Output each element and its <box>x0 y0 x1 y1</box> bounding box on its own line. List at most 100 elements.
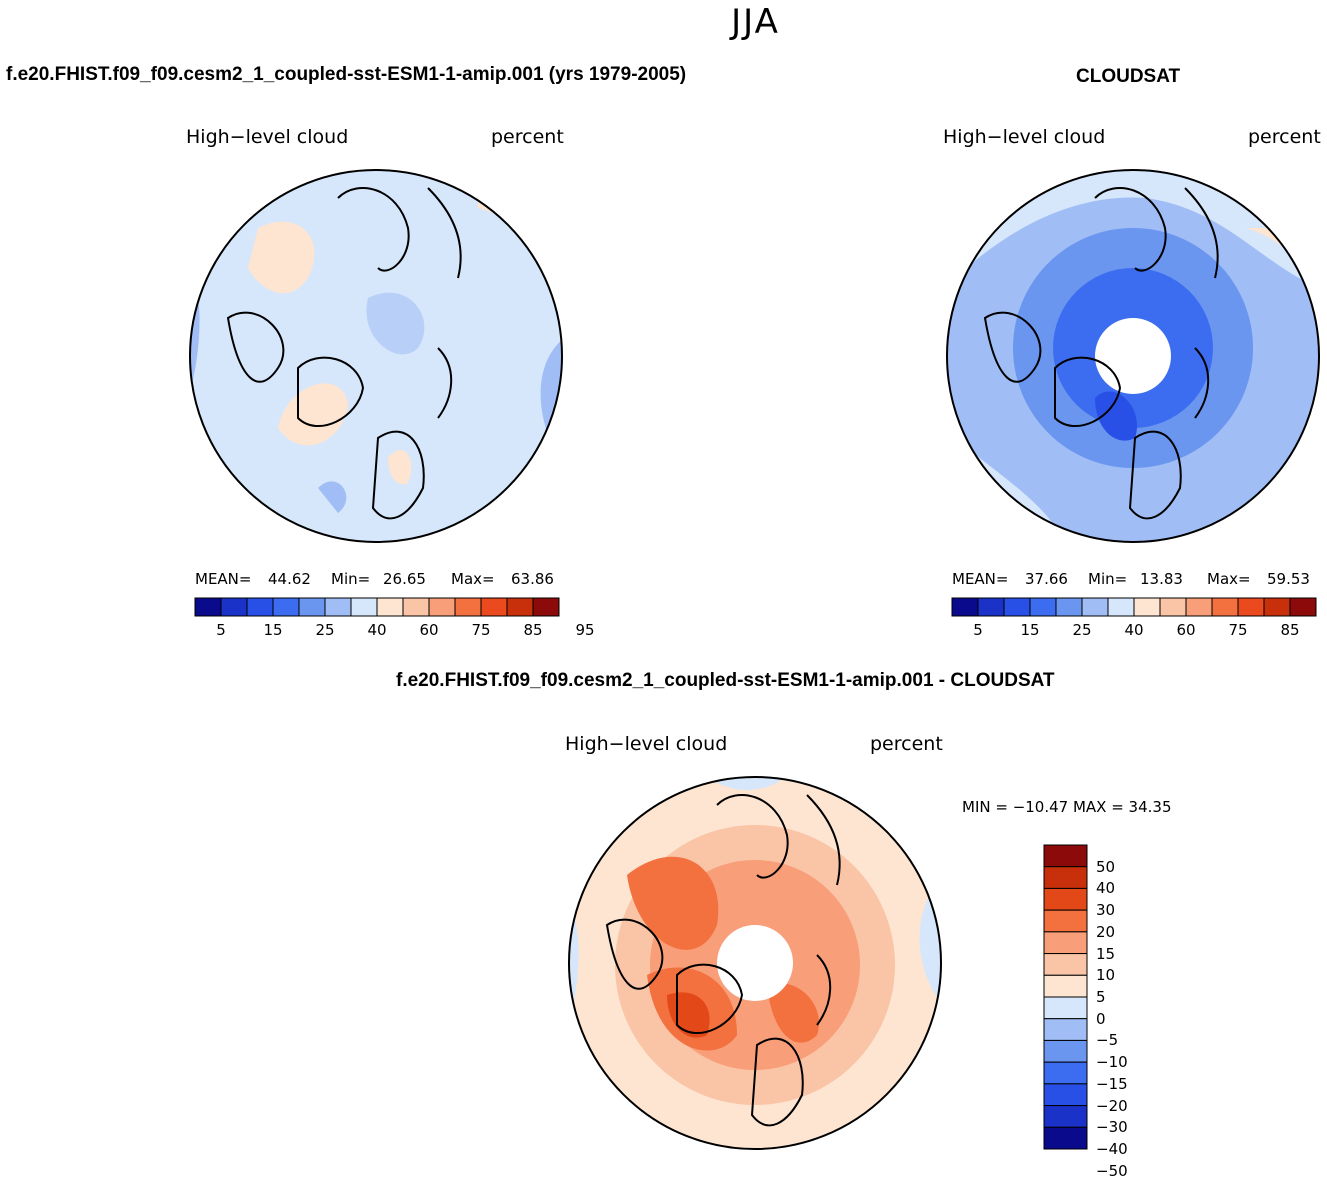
diff-panel-title: f.e20.FHIST.f09_f09.cesm2_1_coupled-sst-… <box>396 670 1055 691</box>
colorbar-tick-label: 60 <box>419 621 439 639</box>
diff-polar-map <box>568 776 942 1150</box>
colorbar-tick-label: 60 <box>1176 621 1196 639</box>
colorbar-swatch <box>402 597 430 617</box>
model-max-label: Max= <box>451 570 495 588</box>
model-panel-title: f.e20.FHIST.f09_f09.cesm2_1_coupled-sst-… <box>6 64 687 85</box>
colorbar-tick-label: −40 <box>1096 1140 1128 1158</box>
model-min-value: 26.65 <box>383 570 426 588</box>
colorbar-swatch <box>298 597 326 617</box>
colorbar-swatch <box>1211 597 1239 617</box>
obs-max-label: Max= <box>1207 570 1251 588</box>
colorbar-swatch <box>951 597 979 617</box>
colorbar-swatch <box>1055 597 1083 617</box>
obs-mean-label: MEAN= <box>952 570 1009 588</box>
colorbar-swatch <box>1043 1039 1088 1063</box>
colorbar-tick-label: 15 <box>1096 944 1116 963</box>
colorbar-tick-label: 40 <box>367 621 387 639</box>
diff-minmax-text: MIN = −10.47 MAX = 34.35 <box>962 798 1172 816</box>
colorbar-swatch <box>1107 597 1135 617</box>
colorbar-swatch <box>246 597 274 617</box>
obs-polar-map <box>946 169 1320 543</box>
colorbar-tick-label: 10 <box>1096 966 1116 985</box>
season-title: JJA <box>731 2 780 42</box>
colorbar-swatch <box>1043 909 1088 933</box>
colorbar-swatch <box>977 597 1005 617</box>
colorbar-swatch <box>1003 597 1031 617</box>
colorbar-tick-label: −15 <box>1096 1074 1128 1093</box>
colorbar-tick-label: 0 <box>1096 1009 1106 1028</box>
colorbar-tick-label: 15 <box>1020 621 1040 639</box>
colorbar-tick-label: 30 <box>1096 901 1116 920</box>
colorbar-swatch <box>350 597 378 617</box>
model-mean-value: 44.62 <box>268 570 311 588</box>
obs-min-value: 13.83 <box>1140 570 1183 588</box>
colorbar-swatch <box>324 597 352 617</box>
colorbar-swatch <box>1133 597 1161 617</box>
colorbar-swatch <box>428 597 456 617</box>
colorbar-swatch <box>1043 974 1088 998</box>
diff-variable-label: High−level cloud <box>565 733 728 755</box>
colorbar-tick-label: 75 <box>471 621 491 639</box>
colorbar-swatch <box>454 597 482 617</box>
colorbar-tick-label: 40 <box>1124 621 1144 639</box>
obs-variable-label: High−level cloud <box>943 126 1106 148</box>
model-colorbar <box>194 597 560 617</box>
colorbar-swatch <box>1043 1126 1088 1150</box>
colorbar-swatch <box>1263 597 1291 617</box>
colorbar-swatch <box>506 597 534 617</box>
colorbar-swatch <box>1043 1061 1088 1085</box>
colorbar-swatch <box>1043 931 1088 955</box>
colorbar-swatch <box>272 597 300 617</box>
model-polar-map <box>189 169 563 543</box>
colorbar-swatch <box>1043 953 1088 976</box>
colorbar-swatch <box>376 597 404 617</box>
obs-max-value: 59.53 <box>1267 570 1310 588</box>
obs-units-label: percent <box>1248 126 1321 148</box>
colorbar-tick-label: 20 <box>1096 922 1116 941</box>
colorbar-tick-label: −30 <box>1096 1118 1128 1137</box>
colorbar-swatch <box>194 597 222 617</box>
obs-mean-value: 37.66 <box>1025 570 1068 588</box>
colorbar-tick-label: 85 <box>523 621 543 639</box>
colorbar-swatch <box>1029 597 1057 617</box>
colorbar-swatch <box>220 597 248 617</box>
colorbar-swatch <box>1043 887 1088 911</box>
colorbar-tick-label: 75 <box>1228 621 1248 639</box>
colorbar-swatch <box>1043 866 1088 889</box>
colorbar-swatch <box>1043 1083 1088 1107</box>
colorbar-swatch <box>1043 844 1088 868</box>
colorbar-swatch <box>1159 597 1187 617</box>
model-units-label: percent <box>491 126 564 148</box>
obs-min-label: Min= <box>1088 570 1128 588</box>
colorbar-tick-label: 5 <box>1096 988 1106 1006</box>
colorbar-tick-label: 85 <box>1280 621 1300 639</box>
colorbar-swatch <box>1289 597 1317 617</box>
colorbar-swatch <box>1081 597 1109 617</box>
obs-panel-title: CLOUDSAT <box>1076 66 1181 87</box>
colorbar-tick-label: −5 <box>1096 1031 1119 1050</box>
colorbar-tick-label: 15 <box>263 621 283 639</box>
colorbar-swatch <box>1237 597 1265 617</box>
colorbar-swatch <box>1185 597 1213 617</box>
colorbar-tick-label: −20 <box>1096 1096 1128 1115</box>
colorbar-swatch <box>532 597 560 617</box>
model-mean-label: MEAN= <box>195 570 252 588</box>
colorbar-tick-label: 5 <box>973 621 983 639</box>
colorbar-swatch <box>1043 1018 1088 1041</box>
colorbar-tick-label: 50 <box>1096 857 1116 876</box>
colorbar-tick-label: −50 <box>1096 1161 1128 1180</box>
colorbar-tick-label: 25 <box>315 621 335 639</box>
colorbar-swatch <box>1043 1105 1088 1128</box>
model-max-value: 63.86 <box>511 570 554 588</box>
model-min-label: Min= <box>331 570 371 588</box>
colorbar-tick-label: −10 <box>1096 1053 1128 1072</box>
colorbar-tick-label: 95 <box>1322 621 1327 639</box>
colorbar-tick-label: 40 <box>1096 879 1116 898</box>
model-variable-label: High−level cloud <box>186 126 349 148</box>
colorbar-tick-label: 95 <box>575 621 595 639</box>
colorbar-tick-label: 25 <box>1072 621 1092 639</box>
obs-colorbar <box>951 597 1317 617</box>
diff-colorbar <box>1043 844 1088 1150</box>
colorbar-swatch <box>1043 996 1088 1020</box>
colorbar-tick-label: 5 <box>216 621 226 639</box>
